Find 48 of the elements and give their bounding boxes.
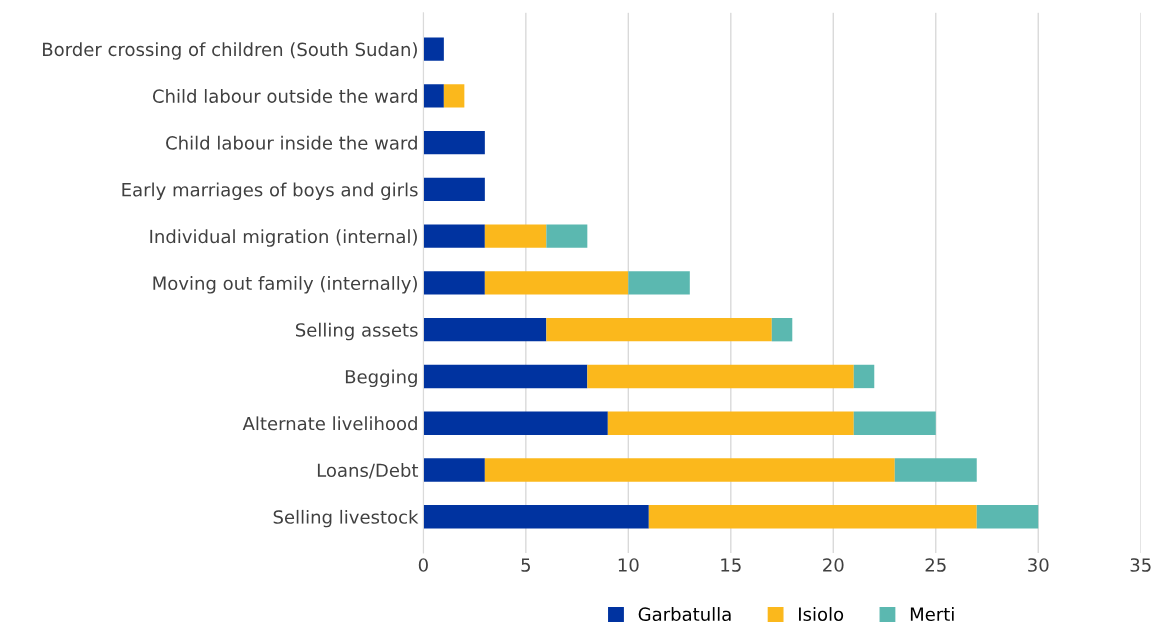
x-tick-label: 20 [823, 558, 844, 572]
legend-label: Merti [910, 607, 954, 622]
bar [607, 411, 854, 435]
bar [443, 84, 465, 108]
bar [423, 37, 444, 61]
bar [853, 364, 875, 389]
y-tick-label: Individual migration (internal) [150, 229, 417, 247]
bar [648, 505, 977, 529]
y-tick-label: Alternate livelihood [242, 416, 417, 431]
bar [423, 505, 649, 529]
x-tick-label: 5 [521, 558, 531, 572]
y-tick-label: Child labour inside the ward [166, 135, 417, 150]
bar [423, 411, 608, 435]
bar [628, 271, 690, 295]
legend-label: Isiolo [799, 607, 844, 622]
x-tick-label: 15 [721, 558, 741, 572]
y-tick-label: Child labour outside the ward [152, 89, 417, 103]
bar [423, 364, 588, 389]
bar [423, 224, 485, 248]
y-tick-label: Begging [345, 369, 417, 388]
bar [484, 271, 629, 295]
x-tick-label: 30 [1028, 558, 1049, 572]
x-tick-label: 10 [618, 558, 639, 572]
x-tick-label: 0 [418, 558, 428, 572]
y-tick-label: Moving out family (internally) [153, 276, 417, 294]
bar [423, 458, 485, 482]
bar [853, 411, 936, 435]
bar [423, 84, 444, 108]
y-tick-label: Border crossing of children (South Sudan) [43, 42, 417, 60]
bar [423, 177, 485, 202]
y-tick-label: Selling assets [295, 322, 418, 341]
bar [484, 458, 895, 482]
legend-label: Garbatulla [638, 607, 731, 622]
y-tick-label: Selling livestock [273, 509, 419, 528]
bar [423, 130, 485, 155]
y-tick-label: Early marriages of boys and girls [122, 182, 418, 201]
bar [423, 271, 485, 295]
x-tick-label: 25 [925, 558, 946, 572]
bar [423, 317, 547, 342]
y-tick-label: Loans/Debt [317, 463, 419, 479]
bar [587, 364, 854, 389]
bar [894, 458, 977, 482]
bar [771, 317, 793, 342]
bar [976, 505, 1039, 529]
bar [546, 224, 588, 248]
bar [546, 317, 772, 342]
x-tick-label: 35 [1130, 558, 1151, 572]
bar [484, 224, 547, 248]
